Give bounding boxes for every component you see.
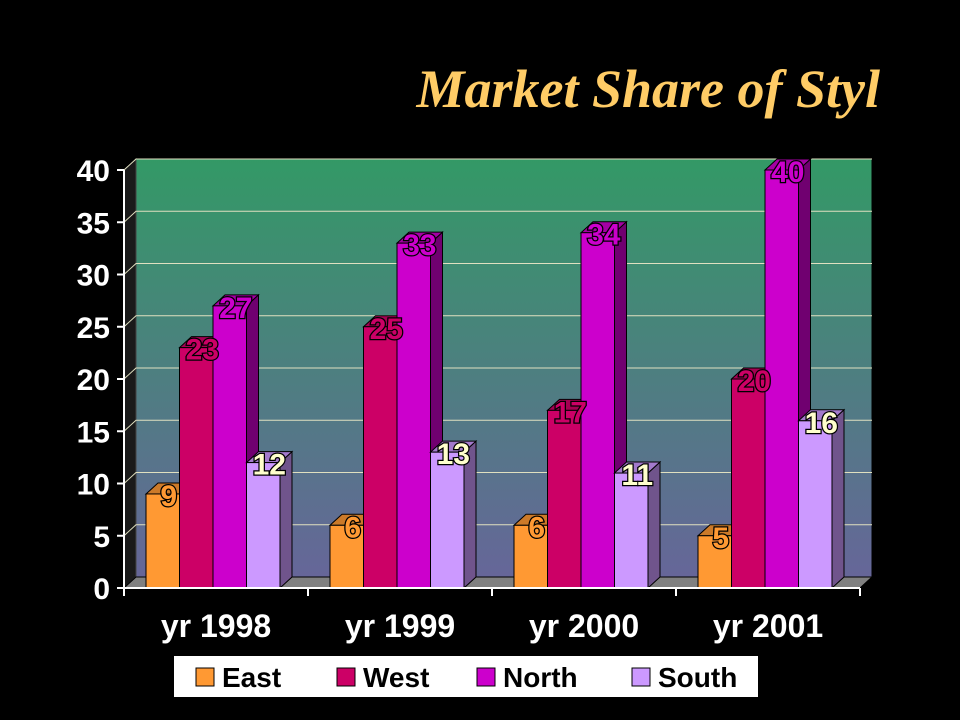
legend-label: North (503, 662, 578, 693)
data-label: 27 (219, 292, 252, 325)
y-tick-label: 25 (77, 312, 110, 345)
data-label: 5 (712, 522, 729, 555)
data-label: 11 (621, 459, 653, 492)
y-tick-label: 5 (93, 521, 110, 554)
x-tick-label: yr 2001 (713, 608, 823, 644)
data-label: 34 (587, 219, 621, 252)
slide-title: Market Share of Styl (416, 59, 880, 119)
data-label: 6 (344, 511, 361, 544)
y-axis: 0 5 10 15 20 25 30 35 40 (77, 155, 125, 606)
legend-swatch (476, 667, 496, 687)
legend-item-east: East (195, 662, 281, 693)
legend-label: East (222, 662, 281, 693)
data-label: 9 (160, 480, 177, 513)
x-tick-label: yr 1998 (161, 608, 271, 644)
y-tick-label: 0 (93, 573, 110, 606)
y-tick-label: 35 (77, 207, 110, 240)
y-tick-label: 20 (77, 364, 110, 397)
data-label: 17 (554, 396, 587, 429)
bar-south (245, 450, 294, 590)
legend: East West North South (172, 654, 760, 699)
bar-south (613, 460, 662, 590)
legend-swatch (195, 667, 215, 687)
y-tick-label: 30 (77, 260, 110, 293)
legend-box (172, 654, 760, 699)
legend-label: South (658, 662, 737, 693)
x-tick-label: yr 1999 (345, 608, 455, 644)
data-label: 23 (186, 334, 219, 367)
data-label: 40 (771, 156, 804, 189)
legend-swatch (631, 667, 651, 687)
bar-south (429, 440, 478, 590)
gridline (123, 158, 872, 171)
bar-south (797, 408, 846, 590)
data-label: 13 (437, 438, 470, 471)
y-tick-label: 10 (77, 469, 110, 502)
data-label: 6 (528, 511, 545, 544)
bar-west (730, 366, 779, 590)
bar-series-group (144, 157, 846, 590)
x-tick-label: yr 2000 (529, 608, 639, 644)
data-label: 12 (253, 449, 286, 482)
gridline (123, 210, 872, 223)
legend-label: West (363, 662, 429, 693)
x-axis: yr 1998 yr 1999 yr 2000 yr 2001 (123, 587, 861, 644)
y-tick-label: 40 (77, 155, 110, 188)
legend-item-south: South (631, 662, 737, 693)
data-label: 33 (403, 229, 436, 262)
data-label: 20 (738, 365, 771, 398)
legend-swatch (336, 667, 356, 687)
legend-item-north: North (476, 662, 578, 693)
legend-item-west: West (336, 662, 429, 693)
data-label: 25 (370, 313, 403, 346)
y-tick-label: 15 (77, 416, 110, 449)
data-label: 16 (805, 407, 838, 440)
